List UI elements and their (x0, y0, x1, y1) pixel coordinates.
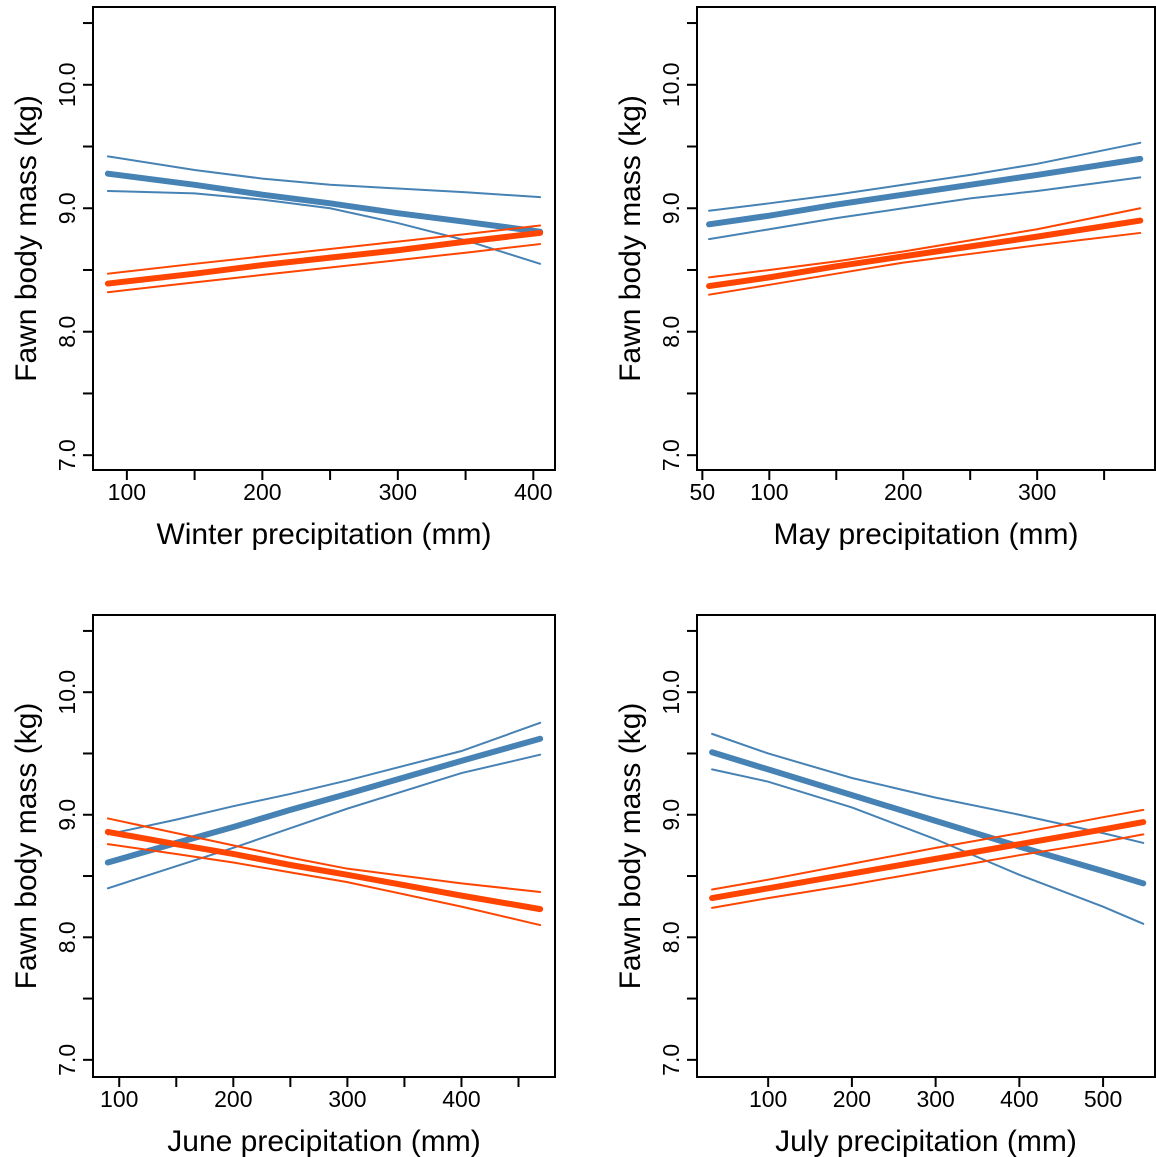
y-axis-label: Fawn body mass (kg) (614, 703, 647, 990)
plot-box (696, 614, 1156, 1078)
x-axis-label: June precipitation (mm) (167, 1125, 480, 1157)
y-tick-label: 8.0 (658, 921, 684, 953)
y-tick-label: 10.0 (658, 62, 684, 107)
plot-box (696, 6, 1156, 471)
fit-line (706, 155, 1144, 228)
x-tick-label: 400 (514, 479, 552, 505)
y-tick-label: 9.0 (54, 192, 80, 224)
x-tick-label: 50 (690, 479, 716, 505)
x-tick-label: 400 (1000, 1086, 1038, 1112)
x-tick-label: 300 (916, 1086, 954, 1112)
y-tick-label: 10.0 (658, 670, 684, 715)
ci-line (106, 843, 542, 927)
x-tick-label: 200 (243, 479, 281, 505)
ci-line (106, 721, 542, 836)
ci-line (708, 141, 1142, 212)
x-tick-label: 200 (884, 479, 922, 505)
y-tick-label: 9.0 (658, 192, 684, 224)
ci-line (106, 243, 542, 294)
y-tick-label: 7.0 (658, 1044, 684, 1076)
fit-line (104, 828, 544, 913)
y-tick-label: 10.0 (54, 670, 80, 715)
ci-line (711, 732, 1145, 844)
y-tick-label: 7.0 (54, 439, 80, 471)
ci-line (106, 753, 542, 890)
x-tick-label: 300 (379, 479, 417, 505)
x-tick-label: 200 (214, 1086, 252, 1112)
ci-line (106, 817, 542, 893)
ci-line (106, 155, 542, 199)
x-tick-label: 400 (442, 1086, 480, 1112)
x-axis-label: May precipitation (mm) (773, 518, 1078, 551)
y-tick-label: 10.0 (54, 62, 80, 107)
y-tick-label: 9.0 (54, 799, 80, 831)
fit-line (709, 819, 1147, 902)
y-tick-label: 7.0 (54, 1044, 80, 1076)
ci-line (711, 808, 1145, 891)
x-tick-label: 500 (1084, 1086, 1122, 1112)
x-tick-label: 200 (833, 1086, 871, 1112)
fit-line (104, 170, 544, 235)
x-axis-label: Winter precipitation (mm) (156, 518, 491, 551)
x-axis-label: July precipitation (mm) (775, 1125, 1077, 1157)
x-tick-label: 100 (100, 1086, 138, 1112)
x-tick-label: 300 (1018, 479, 1056, 505)
y-axis-label: Fawn body mass (kg) (10, 95, 43, 382)
fit-line (706, 217, 1144, 290)
ci-line (711, 768, 1145, 925)
x-tick-label: 300 (328, 1086, 366, 1112)
y-tick-label: 8.0 (54, 316, 80, 348)
ci-line (708, 231, 1142, 296)
y-tick-label: 8.0 (658, 316, 684, 348)
ci-line (708, 176, 1142, 241)
plot-box (92, 6, 556, 471)
ci-line (106, 224, 542, 275)
y-axis-label: Fawn body mass (kg) (10, 703, 43, 990)
ci-line (708, 207, 1142, 279)
fit-line (709, 749, 1147, 887)
x-tick-label: 100 (749, 1086, 787, 1112)
y-axis-label: Fawn body mass (kg) (614, 95, 647, 382)
x-tick-label: 100 (108, 479, 146, 505)
y-tick-label: 7.0 (658, 439, 684, 471)
plot-box (92, 614, 556, 1078)
fit-line (104, 229, 544, 287)
y-tick-label: 9.0 (658, 799, 684, 831)
ci-line (711, 833, 1145, 909)
y-tick-label: 8.0 (54, 921, 80, 953)
x-tick-label: 100 (750, 479, 788, 505)
